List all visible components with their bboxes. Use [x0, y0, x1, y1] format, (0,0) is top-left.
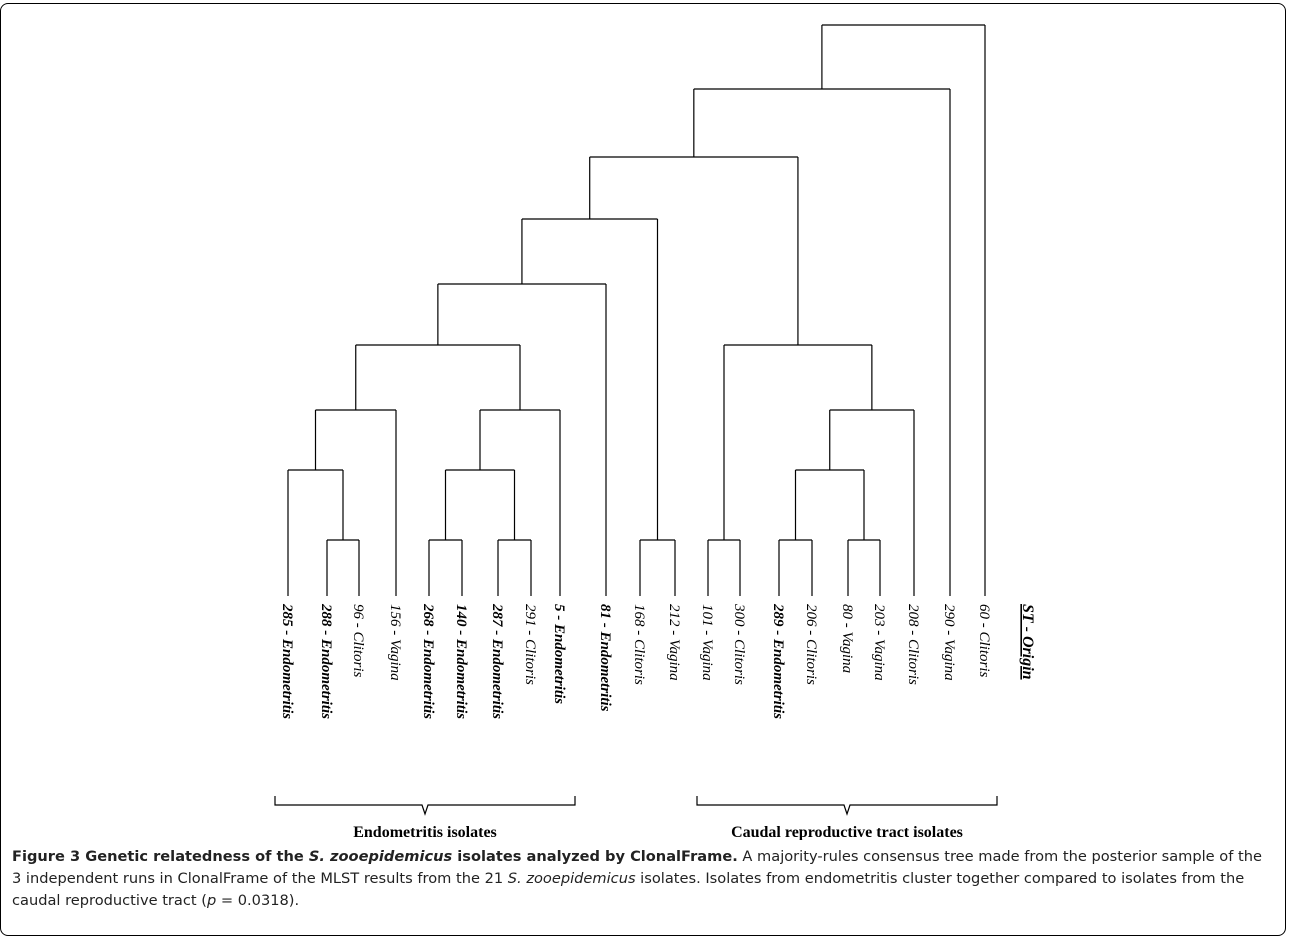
- leaf-label: 101 - Vagina: [699, 604, 715, 681]
- brace-caudal: [696, 796, 998, 816]
- leaf-label: 80 - Vagina: [839, 604, 855, 673]
- group-label-endometritis: Endometritis isolates: [353, 824, 497, 840]
- leaf-label: 168 - Clitoris: [631, 604, 647, 685]
- header-label: ST - Origin: [1019, 604, 1036, 680]
- caption-p-value: = 0.0318).: [216, 892, 300, 909]
- leaf-label: 208 - Clitoris: [905, 604, 921, 685]
- leaf-label: 60 - Clitoris: [976, 604, 992, 678]
- caption-text-1: A majority-rules consensus tree made fro…: [12, 848, 1262, 887]
- leaf-label: 96 - Clitoris: [350, 604, 366, 678]
- leaf-label: 291 - Clitoris: [522, 604, 538, 685]
- group-label-caudal: Caudal reproductive tract isolates: [731, 824, 963, 840]
- leaf-label: 285 - Endometritis: [279, 603, 295, 719]
- leaf-label: 140 - Endometritis: [453, 604, 469, 719]
- tree-branches: [287, 24, 986, 596]
- leaf-labels: 285 - Endometritis 288 - Endometritis 96 -…: [279, 603, 992, 719]
- phylogenetic-tree: 285 - Endometritis 288 - Endometritis 96 -…: [274, 24, 1036, 840]
- leaf-label: 268 - Endometritis: [420, 603, 436, 719]
- leaf-label: 206 - Clitoris: [803, 604, 819, 685]
- leaf-label: 289 - Endometritis: [770, 603, 786, 719]
- brace-endometritis: [274, 796, 576, 816]
- leaf-label: 203 - Vagina: [871, 604, 887, 681]
- leaf-label: 81 - Endometritis: [597, 604, 613, 712]
- leaf-label: 288 - Endometritis: [318, 603, 334, 719]
- leaf-label: 5 - Endometritis: [551, 604, 567, 704]
- group-braces: [274, 796, 998, 816]
- caption-species: S. zooepidemicus: [507, 870, 636, 887]
- leaf-label: 300 - Clitoris: [731, 603, 747, 685]
- leaf-label: 290 - Vagina: [941, 604, 957, 681]
- figure-frame: [0, 3, 1286, 936]
- figure-caption: Figure 3 Genetic relatedness of the S. z…: [12, 846, 1274, 912]
- caption-title: Figure 3 Genetic relatedness of the S. z…: [12, 848, 738, 865]
- leaf-label: 156 - Vagina: [387, 604, 403, 681]
- caption-p-symbol: p: [206, 892, 217, 909]
- caption-text-2: isolates. Isolates from endometritis clu…: [12, 870, 1245, 909]
- leaf-label: 287 - Endometritis: [489, 603, 505, 719]
- leaf-label: 212 - Vagina: [666, 604, 682, 681]
